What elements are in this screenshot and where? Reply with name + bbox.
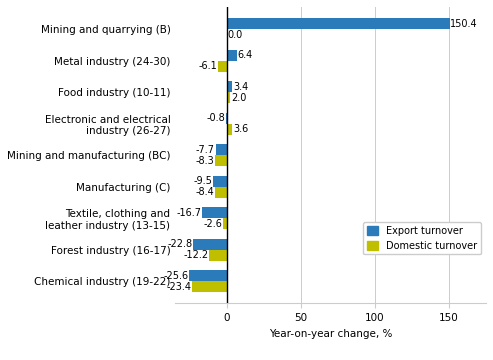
- Bar: [227, 92, 230, 103]
- Legend: Export turnover, Domestic turnover: Export turnover, Domestic turnover: [363, 222, 481, 255]
- Text: -0.8: -0.8: [207, 113, 225, 123]
- Bar: [226, 113, 227, 123]
- Text: -12.2: -12.2: [183, 250, 209, 260]
- Text: 6.4: 6.4: [237, 50, 252, 60]
- Text: -25.6: -25.6: [163, 271, 188, 281]
- Text: -22.8: -22.8: [168, 239, 193, 249]
- Bar: [213, 176, 227, 187]
- Bar: [218, 60, 227, 72]
- Bar: [192, 281, 227, 292]
- Bar: [193, 239, 227, 250]
- Text: -8.3: -8.3: [195, 156, 214, 166]
- Bar: [209, 250, 227, 261]
- Text: -9.5: -9.5: [193, 176, 212, 186]
- Text: -8.4: -8.4: [195, 187, 214, 197]
- Text: 3.6: 3.6: [233, 124, 248, 134]
- Text: 3.4: 3.4: [233, 82, 248, 91]
- Text: 0.0: 0.0: [228, 30, 243, 40]
- Bar: [227, 81, 232, 92]
- Bar: [215, 155, 227, 166]
- X-axis label: Year-on-year change, %: Year-on-year change, %: [269, 329, 392, 339]
- Text: -23.4: -23.4: [167, 282, 192, 292]
- Text: 150.4: 150.4: [451, 18, 478, 28]
- Bar: [189, 270, 227, 281]
- Bar: [227, 18, 450, 29]
- Text: 2.0: 2.0: [231, 93, 246, 103]
- Text: -16.7: -16.7: [176, 208, 202, 218]
- Bar: [216, 144, 227, 155]
- Text: -2.6: -2.6: [204, 219, 222, 229]
- Bar: [227, 123, 232, 135]
- Text: -6.1: -6.1: [199, 61, 217, 71]
- Bar: [227, 50, 237, 60]
- Bar: [214, 187, 227, 198]
- Bar: [223, 218, 227, 229]
- Bar: [203, 207, 227, 218]
- Text: -7.7: -7.7: [196, 145, 215, 155]
